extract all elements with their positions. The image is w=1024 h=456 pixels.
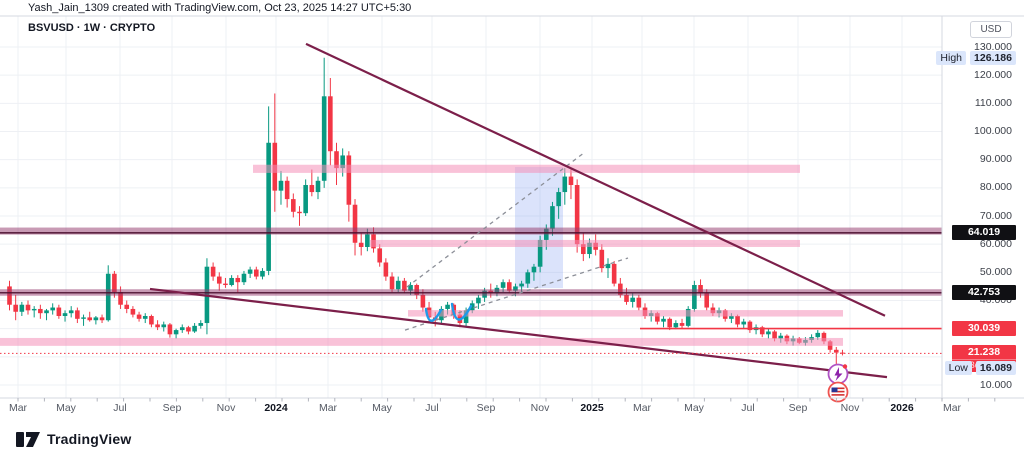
price-label: 100.000 xyxy=(974,125,1012,137)
price-label: 50.000 xyxy=(979,265,1012,278)
time-label: Nov xyxy=(216,402,236,414)
time-label: May xyxy=(372,402,392,414)
zone-price-label-64: 64.019 xyxy=(952,225,1016,241)
symbol-legend[interactable]: BSVUSD · 1W · CRYPTO xyxy=(28,22,156,34)
rising-wedge-lower xyxy=(404,257,629,331)
resistance-zone-64 xyxy=(0,227,942,235)
time-label: Jul xyxy=(425,402,439,414)
time-label: Sep xyxy=(788,402,808,414)
tradingview-logo-icon xyxy=(16,432,40,447)
zone-price-label-42: 42.753 xyxy=(952,285,1016,301)
time-label: May xyxy=(56,402,76,414)
low-price-label: Low 16.089 xyxy=(944,360,1016,375)
tradingview-logo[interactable]: TradingView xyxy=(16,428,131,449)
lightning-event-icon xyxy=(827,363,849,385)
currency-toggle-button[interactable]: USD xyxy=(970,21,1012,38)
time-label: 2025 xyxy=(580,402,604,414)
price-label: 70.000 xyxy=(979,209,1012,222)
price-label: 90.000 xyxy=(979,153,1012,166)
high-price-label: High 126.186 xyxy=(936,50,1016,65)
time-label: Sep xyxy=(476,402,496,414)
time-label: 2026 xyxy=(890,402,914,414)
support-25 xyxy=(0,337,843,346)
time-label: Jul xyxy=(113,402,127,414)
supply-60 xyxy=(370,239,800,247)
hline-price-label-30: 30.039 xyxy=(952,321,1016,337)
time-label: Mar xyxy=(8,402,28,414)
time-label: Sep xyxy=(162,402,182,414)
price-label: 10.000 xyxy=(979,378,1012,391)
time-label: Mar xyxy=(318,402,338,414)
double-bottom-mark-1 xyxy=(424,307,443,322)
descending-trendline-upper xyxy=(305,42,886,317)
time-label: Mar xyxy=(632,402,652,414)
price-label: 120.000 xyxy=(974,68,1012,81)
time-axis[interactable]: Mar May Jul Sep Nov 2024 Mar May Jul Sep Nov 2025 Ma… xyxy=(0,398,1024,418)
time-label: Mar xyxy=(942,402,962,414)
time-label: May xyxy=(684,402,704,414)
time-label: Jul xyxy=(741,402,755,414)
price-label: 80.000 xyxy=(979,181,1012,194)
price-label: 130.000 xyxy=(974,40,1012,53)
price-label: 60.000 xyxy=(979,237,1012,250)
rising-wedge-upper xyxy=(406,151,586,288)
price-label: 110.000 xyxy=(974,96,1012,109)
supply-86 xyxy=(253,164,800,173)
time-label: Nov xyxy=(530,402,550,414)
time-label: 2024 xyxy=(264,402,288,414)
descending-trendline-lower xyxy=(149,287,888,379)
tradingview-logo-text: TradingView xyxy=(47,430,132,447)
time-label: Nov xyxy=(840,402,860,414)
us-flag-event-icon xyxy=(827,381,849,403)
double-bottom-mark-2 xyxy=(450,302,473,321)
attribution-text: Yash_Jain_1309 created with TradingView.… xyxy=(28,2,412,14)
supply-35 xyxy=(408,310,843,317)
price-axis[interactable]: 130.000 120.000 110.000 100.000 90.000 80.000… xyxy=(936,16,1024,398)
